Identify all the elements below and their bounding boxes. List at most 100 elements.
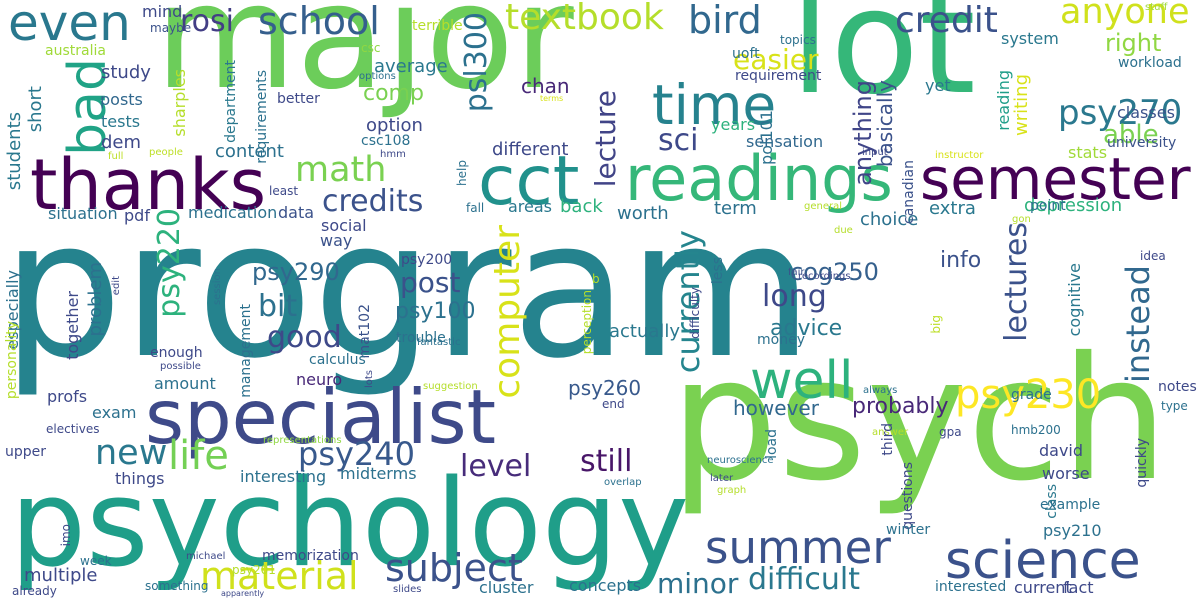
- cloud-word: areas: [508, 197, 553, 216]
- cloud-word: years: [711, 115, 756, 134]
- cloud-word: easier: [733, 43, 819, 76]
- cloud-word: able: [1103, 120, 1159, 150]
- cloud-word: worse: [1042, 464, 1090, 483]
- cloud-word: content: [215, 141, 284, 162]
- cloud-word: michael: [186, 551, 226, 562]
- cloud-word: bird: [688, 0, 762, 42]
- cloud-word: anyone: [1060, 0, 1190, 32]
- cloud-word: something: [145, 579, 209, 593]
- cloud-word: science: [945, 531, 1141, 591]
- cloud-word: psychology: [10, 455, 690, 594]
- cloud-word: computer: [487, 225, 528, 399]
- cloud-word: level: [460, 449, 532, 484]
- cloud-word: answer: [872, 427, 909, 438]
- cloud-word: csc: [361, 41, 381, 55]
- cloud-word: readings: [625, 142, 893, 215]
- cloud-word: money: [757, 332, 805, 348]
- cloud-word: management: [238, 304, 254, 398]
- cloud-word: social: [321, 216, 367, 235]
- cloud-word: worth: [617, 203, 669, 224]
- cloud-word: already: [12, 584, 57, 598]
- cloud-word: australia: [45, 43, 106, 59]
- cloud-word: apparently: [221, 589, 265, 598]
- cloud-word: option: [366, 115, 423, 136]
- cloud-word: medication: [188, 203, 278, 222]
- cloud-word: psy230: [955, 372, 1102, 418]
- cloud-word: bit: [258, 289, 298, 324]
- cloud-word: interested: [935, 579, 1007, 595]
- cloud-word: even: [8, 0, 131, 52]
- cloud-word: actually: [609, 321, 681, 342]
- cloud-word: sharples: [170, 69, 189, 137]
- cloud-word: csc108: [361, 133, 411, 149]
- cloud-word: subject: [385, 546, 523, 590]
- cloud-word: hmm: [380, 149, 406, 160]
- cloud-word: time: [652, 73, 777, 137]
- cloud-word: upper: [5, 444, 47, 460]
- cloud-word: short: [25, 86, 46, 133]
- cloud-word: always: [863, 385, 898, 396]
- cloud-word: multiple: [24, 565, 98, 586]
- cloud-word: system: [1001, 29, 1059, 48]
- cloud-word: post: [400, 266, 461, 299]
- cloud-word: cct: [478, 142, 580, 221]
- cloud-word: rosi: [180, 4, 234, 39]
- cloud-word: dem: [101, 132, 142, 153]
- cloud-word: due: [834, 225, 853, 236]
- cloud-word: session: [212, 268, 223, 306]
- cloud-word: things: [115, 469, 165, 488]
- cloud-word: back: [560, 196, 603, 217]
- cloud-word: classes: [1117, 103, 1175, 122]
- cloud-word: winter: [886, 522, 931, 538]
- cloud-word: hmb200: [1011, 423, 1061, 437]
- cloud-word: instead: [1119, 265, 1157, 383]
- cloud-word: pdf: [124, 206, 150, 225]
- cloud-word: graph: [717, 485, 747, 496]
- cloud-word: example: [1040, 497, 1101, 513]
- cloud-word: questions: [900, 462, 916, 530]
- cloud-word: difficulty: [688, 287, 702, 339]
- cloud-word: life: [168, 433, 229, 479]
- cloud-word: calculus: [309, 352, 366, 368]
- cloud-word: long: [762, 279, 827, 314]
- cloud-word: better: [277, 91, 320, 107]
- cloud-word: chan: [521, 74, 570, 98]
- cloud-word: terms: [540, 94, 564, 103]
- cloud-word: data: [278, 203, 315, 222]
- cloud-word: lots: [364, 370, 375, 389]
- cloud-word: terrible: [412, 18, 463, 34]
- cloud-word: input: [862, 147, 888, 158]
- cloud-word: psy240: [298, 435, 415, 473]
- cloud-word: maybe: [150, 21, 192, 35]
- cloud-word: b: [592, 272, 600, 286]
- cloud-word: fantastic: [417, 337, 461, 348]
- cloud-word: workload: [1118, 55, 1182, 71]
- cloud-word: profs: [47, 387, 88, 406]
- cloud-word: less: [710, 257, 726, 285]
- cloud-word: full: [108, 151, 124, 162]
- cloud-word: psy201: [232, 563, 276, 577]
- cloud-word: requirement: [735, 68, 822, 84]
- cloud-word: big: [929, 315, 943, 334]
- cloud-word: requirements: [254, 70, 270, 164]
- cloud-word: neuroscience: [707, 455, 774, 466]
- cloud-word: general: [804, 201, 843, 212]
- cloud-word: sci: [658, 123, 699, 158]
- cloud-word: psy220: [152, 208, 187, 318]
- cloud-word: uoft: [732, 46, 760, 62]
- cloud-word: fact: [1063, 578, 1094, 597]
- cloud-word: representations: [263, 435, 342, 446]
- cloud-word: comp: [363, 81, 424, 106]
- cloud-word: choice: [860, 209, 919, 230]
- cloud-word: amount: [154, 374, 216, 393]
- cloud-word: semester: [920, 145, 1191, 213]
- cloud-word: mind: [142, 2, 183, 21]
- cloud-word: together: [63, 291, 82, 360]
- cloud-word: david: [1039, 441, 1084, 460]
- cloud-word: school: [258, 0, 380, 43]
- cloud-word: lot: [790, 0, 976, 127]
- cloud-word: end: [602, 397, 625, 411]
- cloud-word: credits: [322, 184, 424, 219]
- cloud-word: students: [4, 112, 25, 191]
- cloud-word: edit: [111, 276, 122, 296]
